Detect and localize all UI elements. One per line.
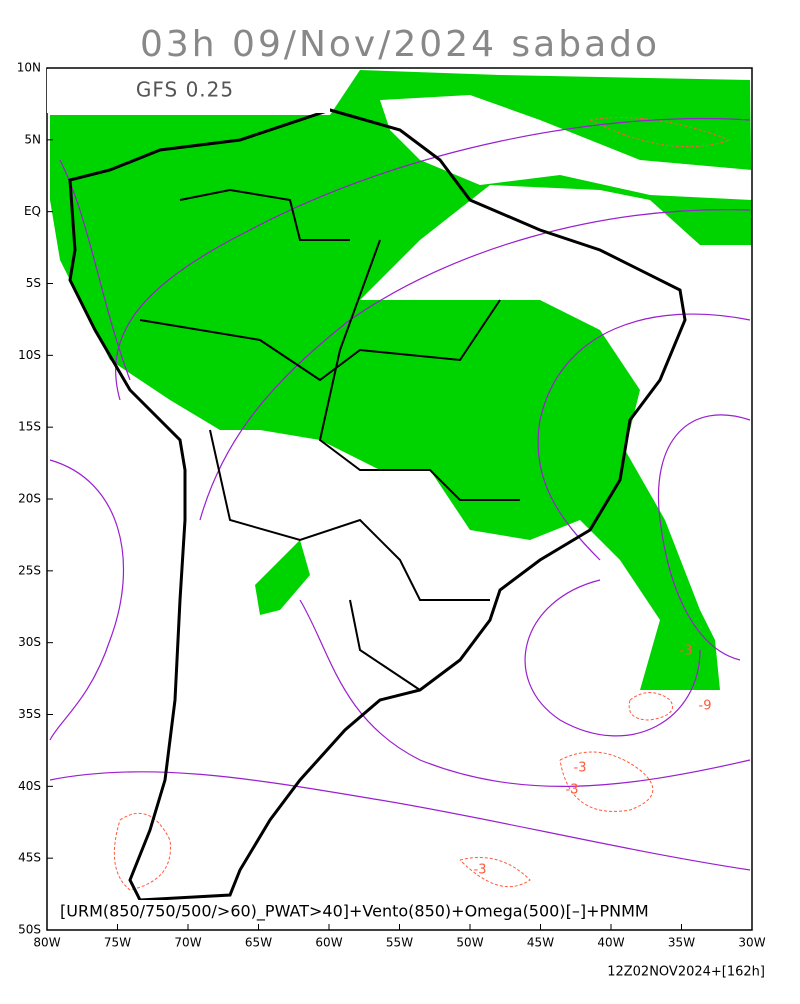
legend-box — [55, 900, 735, 926]
y-tick-label: 5N — [24, 132, 41, 146]
y-tick-label: 15S — [18, 420, 41, 434]
contour-label: -3 — [474, 863, 487, 878]
x-tick-label: 70W — [174, 936, 201, 950]
y-tick-label: EQ — [24, 204, 41, 218]
y-tick-label: 25S — [18, 563, 41, 577]
x-tick-label: 65W — [245, 936, 272, 950]
y-tick-label: 45S — [18, 851, 41, 865]
y-tick-label: 30S — [18, 635, 41, 649]
x-tick-label: 55W — [386, 936, 413, 950]
omega-contours — [113, 117, 732, 891]
x-tick-label: 40W — [597, 936, 624, 950]
x-tick-label: 45W — [527, 936, 554, 950]
legend-text: [URM(850/750/500/>60)_PWAT>40]+Vento(850… — [60, 902, 649, 922]
model-label: GFS 0.25 — [136, 78, 234, 102]
y-tick-label: 40S — [18, 779, 41, 793]
y-tick-label: 5S — [26, 276, 41, 290]
title: 03h 09/Nov/2024 sabado — [140, 24, 660, 65]
y-tick-label: 35S — [18, 707, 41, 721]
x-tick-label: 75W — [104, 936, 131, 950]
contour-label: -9 — [699, 699, 712, 714]
label-box — [47, 69, 330, 113]
humidity-area — [50, 70, 752, 690]
x-tick-label: 50W — [456, 936, 483, 950]
y-tick-label: 10S — [18, 348, 41, 362]
contour-label: -3 — [680, 644, 693, 659]
contour-label: -3 — [574, 761, 587, 776]
contour-label: -3 — [566, 783, 579, 798]
footer: 12Z02NOV2024+[162h] — [607, 965, 765, 980]
y-tick-label: 50S — [18, 923, 41, 937]
borders — [139, 188, 520, 691]
y-tick-label: 10N — [17, 61, 41, 75]
y-tick-label: 20S — [18, 492, 41, 506]
x-tick-label: 35W — [668, 936, 695, 950]
x-tick-label: 60W — [315, 936, 342, 950]
x-tick-label: 80W — [33, 936, 60, 950]
x-tick-label: 30W — [738, 936, 765, 950]
